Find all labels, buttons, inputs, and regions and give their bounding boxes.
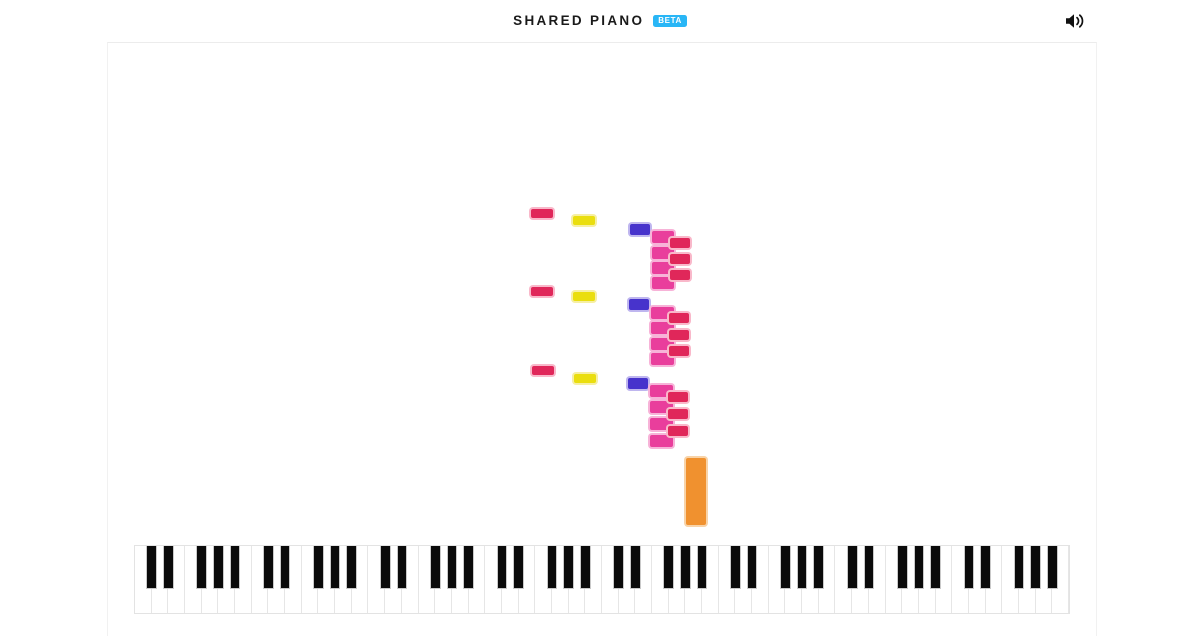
page-title: SHARED PIANO bbox=[513, 13, 645, 29]
header-title-group: SHARED PIANO BETA bbox=[0, 0, 1200, 42]
piano-black-key[interactable] bbox=[613, 546, 624, 589]
piano-black-key[interactable] bbox=[1030, 546, 1041, 589]
piano-black-key[interactable] bbox=[446, 546, 458, 589]
piano-black-key[interactable] bbox=[163, 546, 174, 589]
app-header: SHARED PIANO BETA bbox=[0, 0, 1200, 42]
piano-black-key[interactable] bbox=[563, 546, 574, 589]
piano-black-key[interactable] bbox=[196, 546, 208, 589]
piano-black-key[interactable] bbox=[896, 546, 908, 589]
piano-black-key[interactable] bbox=[279, 546, 291, 589]
piano-black-key[interactable] bbox=[263, 546, 274, 589]
piano-black-key[interactable] bbox=[846, 546, 858, 589]
piano-black-key[interactable] bbox=[963, 546, 975, 589]
piano-keyboard[interactable] bbox=[134, 545, 1070, 614]
piano-black-key[interactable] bbox=[496, 546, 508, 589]
piano-black-key[interactable] bbox=[229, 546, 241, 589]
piano-black-key[interactable] bbox=[146, 546, 157, 589]
piano-black-key[interactable] bbox=[980, 546, 991, 589]
piano-black-key[interactable] bbox=[213, 546, 224, 589]
piano-black-key[interactable] bbox=[663, 546, 675, 589]
piano-black-key[interactable] bbox=[346, 546, 358, 589]
piano-content-panel bbox=[107, 42, 1097, 636]
piano-black-key[interactable] bbox=[930, 546, 941, 589]
piano-black-key[interactable] bbox=[746, 546, 758, 589]
piano-black-key[interactable] bbox=[913, 546, 925, 589]
piano-black-key[interactable] bbox=[730, 546, 741, 589]
piano-black-key[interactable] bbox=[546, 546, 558, 589]
piano-black-key[interactable] bbox=[429, 546, 441, 589]
piano-black-key[interactable] bbox=[1013, 546, 1025, 589]
piano-black-key[interactable] bbox=[579, 546, 591, 589]
piano-black-key[interactable] bbox=[329, 546, 341, 589]
piano-black-key[interactable] bbox=[680, 546, 691, 589]
piano-black-key[interactable] bbox=[313, 546, 324, 589]
piano-black-key[interactable] bbox=[379, 546, 391, 589]
piano-black-key[interactable] bbox=[630, 546, 641, 589]
piano-black-key[interactable] bbox=[513, 546, 524, 589]
piano-black-key[interactable] bbox=[796, 546, 808, 589]
piano-black-key[interactable] bbox=[396, 546, 408, 589]
volume-on-icon[interactable] bbox=[1062, 9, 1088, 33]
piano-black-key[interactable] bbox=[463, 546, 474, 589]
piano-black-key[interactable] bbox=[696, 546, 708, 589]
piano-black-key[interactable] bbox=[813, 546, 825, 589]
piano-black-key[interactable] bbox=[863, 546, 875, 589]
piano-black-key[interactable] bbox=[1046, 546, 1058, 589]
beta-badge: BETA bbox=[653, 15, 687, 27]
piano-black-key[interactable] bbox=[780, 546, 791, 589]
